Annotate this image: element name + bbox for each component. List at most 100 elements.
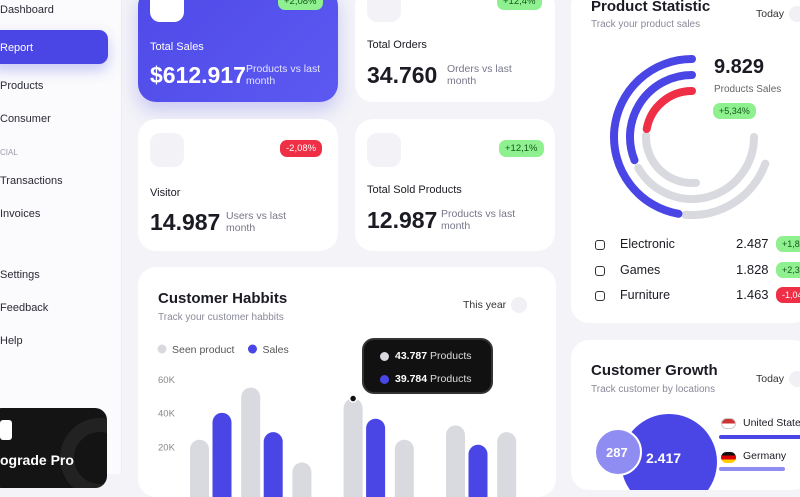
- nav-item[interactable]: Help: [0, 335, 23, 347]
- chevron[interactable]: [789, 6, 800, 22]
- nav-item[interactable]: Products: [0, 80, 44, 92]
- stat-value: 14.987: [150, 209, 221, 235]
- card-title: Customer Growth: [591, 362, 718, 379]
- nav-item[interactable]: Feedback: [0, 302, 49, 314]
- bar: [497, 432, 517, 497]
- ring-arc: [681, 159, 770, 219]
- stat-card: +12,4% Total Orders 34.760 Orders vs las…: [355, 0, 555, 102]
- item-icon: [595, 265, 605, 276]
- bar: [190, 439, 209, 497]
- stat-label: Visitor: [150, 187, 181, 199]
- item-value: 1.463: [736, 287, 769, 302]
- item-icon: [595, 291, 605, 301]
- ring-arc: [642, 131, 701, 187]
- card-title: Customer Habbits: [158, 290, 288, 307]
- legend-label: Sales: [262, 344, 288, 356]
- chevron[interactable]: [511, 297, 528, 313]
- growth-card: Customer Growth Track customer by locati…: [571, 340, 800, 490]
- bar: [292, 462, 312, 497]
- bar: [468, 444, 488, 497]
- item-badge: +2,3: [776, 261, 800, 278]
- tooltip-dot: [380, 352, 389, 361]
- dropdown[interactable]: This year: [463, 297, 528, 313]
- item-badge: +1,8: [776, 236, 800, 252]
- item-name: Games: [620, 262, 661, 277]
- bar: [446, 425, 465, 497]
- bar: [212, 412, 232, 497]
- tooltip-label: Products: [430, 373, 472, 385]
- bar: [394, 439, 414, 497]
- bubble-label: 287: [606, 445, 628, 460]
- flag: [721, 452, 736, 463]
- nav-active-bg[interactable]: [0, 30, 108, 64]
- stat-label: Total Sales: [150, 41, 204, 53]
- nav-item[interactable]: Invoices: [0, 208, 41, 220]
- stat-icon: [150, 133, 184, 167]
- hover-dot: [348, 394, 358, 403]
- radial-chart: [610, 55, 770, 219]
- upgrade-card[interactable]: ograde Pro: [0, 408, 107, 488]
- y-tick-label: 20K: [158, 442, 176, 453]
- nav-item[interactable]: Transactions: [0, 175, 63, 187]
- bar: [343, 398, 363, 497]
- item-badge: -1,04: [776, 287, 800, 303]
- legend-dot: [247, 344, 257, 354]
- stat-note: Orders vs last month: [447, 63, 512, 87]
- dropdown-text[interactable]: Today: [756, 372, 785, 385]
- stat-card: +2,08% Total Sales $612.917 Products vs …: [138, 0, 338, 102]
- total-badge: +5,34%: [713, 103, 756, 119]
- stat-note: Users vs last month: [226, 210, 287, 234]
- stat-icon: [150, 0, 184, 22]
- tooltip-label: Products: [430, 350, 472, 362]
- item-name: Electronic: [620, 237, 675, 251]
- tooltip-value: 39.784: [395, 373, 428, 385]
- nav-item[interactable]: Report: [0, 42, 34, 54]
- ring-arc: [610, 55, 696, 218]
- item-value: 2.487: [736, 236, 769, 251]
- nav-item[interactable]: Settings: [0, 269, 40, 281]
- nav-item[interactable]: Consumer: [0, 113, 51, 125]
- nav-item[interactable]: Dashboard: [0, 4, 54, 16]
- bar: [366, 418, 386, 497]
- dropdown-text[interactable]: This year: [463, 298, 507, 311]
- tooltip-value: 43.787: [395, 350, 428, 362]
- dropdown[interactable]: Today: [756, 371, 800, 387]
- flag: [721, 418, 736, 429]
- item-name: Furniture: [620, 288, 671, 302]
- country-bar: [719, 467, 785, 471]
- total-label: Products Sales: [714, 84, 782, 95]
- card-subtitle: Track your product sales: [591, 19, 701, 30]
- stat-value: 12.987: [367, 207, 438, 233]
- ring-arc: [642, 87, 696, 134]
- country: United State: [743, 417, 800, 429]
- upgrade-icon: [0, 420, 12, 440]
- item-icon: [595, 240, 605, 250]
- item-value: 1.828: [736, 261, 769, 277]
- stat-badge: -2,08%: [280, 140, 323, 157]
- country: Germany: [743, 450, 787, 462]
- stat-icon: [367, 133, 401, 167]
- tooltip-dot: [380, 375, 389, 384]
- stat-label: Total Orders: [367, 39, 427, 51]
- stat-card: +12,1% Total Sold Products 12.987 Produc…: [355, 119, 555, 251]
- stat-note: Products vs last month: [441, 208, 516, 232]
- product-card: Product Statistic Track your product sal…: [571, 0, 800, 323]
- sidebar: Dashboard Report Products Consumer CIAL …: [0, 0, 122, 488]
- stat-card: -2,08% Visitor 14.987 Users vs last mont…: [138, 119, 338, 251]
- stat-value: 34.760: [367, 62, 438, 88]
- upgrade-text[interactable]: ograde Pro: [0, 452, 74, 468]
- dropdown-text[interactable]: Today: [756, 7, 785, 20]
- card-subtitle: Track your customer habbits: [158, 312, 284, 323]
- card-title: Product Statistic: [591, 0, 711, 15]
- dropdown[interactable]: Today: [756, 6, 800, 22]
- y-tick-label: 40K: [158, 409, 176, 420]
- stat-badge: +12,4%: [497, 0, 542, 10]
- legend-label: Seen product: [172, 344, 235, 356]
- bubble-label: 2.417: [646, 450, 682, 466]
- chevron[interactable]: [789, 371, 800, 387]
- legend-dot: [157, 344, 167, 354]
- nav-section: CIAL: [0, 148, 18, 157]
- total: 9.829: [714, 56, 765, 78]
- ring-arc: [626, 71, 696, 165]
